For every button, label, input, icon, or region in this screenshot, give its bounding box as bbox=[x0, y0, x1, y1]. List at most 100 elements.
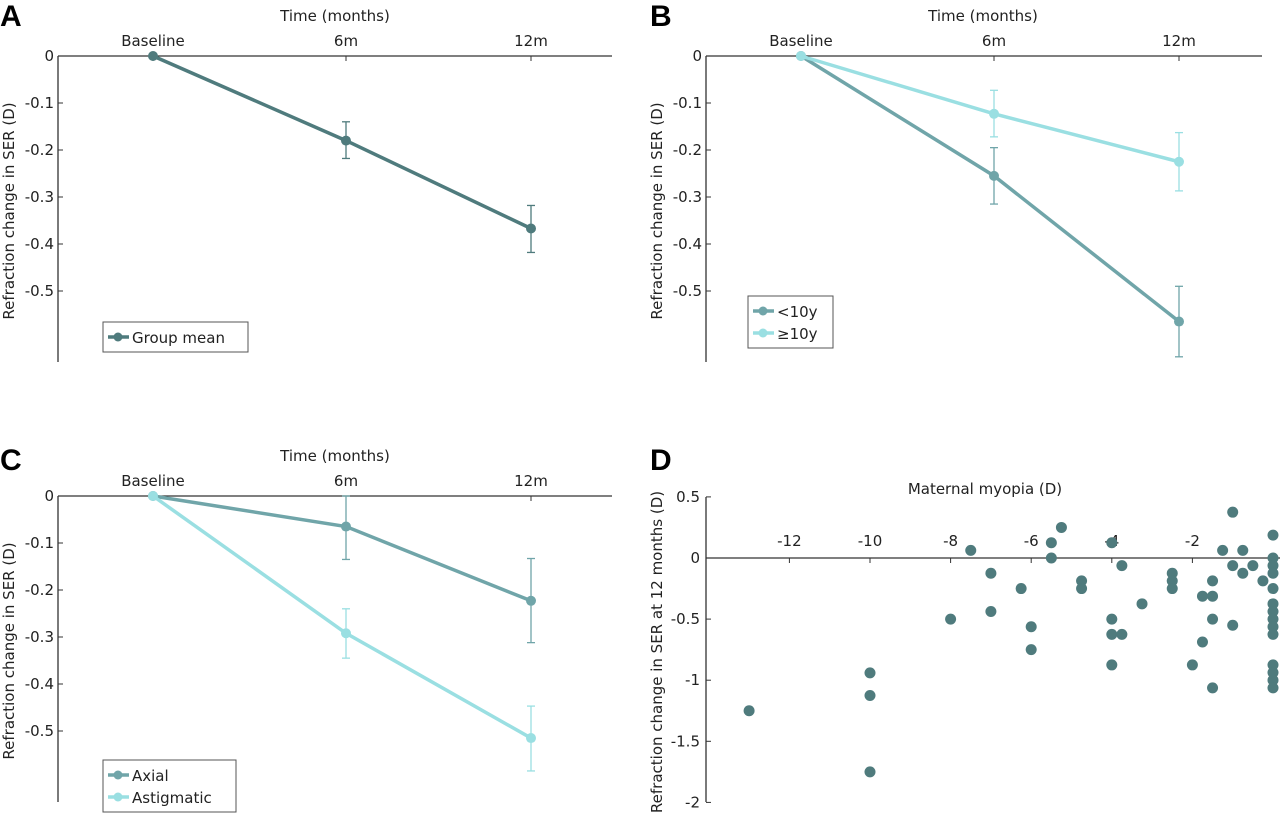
scatter-point bbox=[985, 605, 997, 617]
x-axis-label: Time (months) bbox=[279, 447, 390, 465]
scatter-point bbox=[864, 689, 876, 701]
series-line bbox=[800, 54, 1180, 164]
scatter-point bbox=[1267, 529, 1279, 541]
scatter-point bbox=[1025, 621, 1037, 633]
y-tick-label: -0.2 bbox=[25, 141, 54, 159]
legend: Axial Astigmatic bbox=[102, 759, 237, 813]
scatter-point bbox=[1227, 506, 1239, 518]
legend-label: Astigmatic bbox=[132, 789, 212, 807]
scatter-point bbox=[985, 567, 997, 579]
scatter-point bbox=[1257, 575, 1269, 587]
y-tick-label: 0 bbox=[690, 549, 700, 567]
scatter-point bbox=[1267, 552, 1279, 564]
series-1 bbox=[148, 491, 536, 772]
data-point bbox=[1174, 156, 1184, 167]
data-point bbox=[341, 135, 351, 146]
scatter-point bbox=[1166, 583, 1178, 595]
data-point bbox=[989, 108, 999, 119]
scatter-point bbox=[1106, 537, 1118, 549]
scatter-point bbox=[1186, 659, 1198, 671]
y-tick-label: -0.5 bbox=[25, 282, 54, 300]
y-tick-label: -0.1 bbox=[25, 534, 54, 552]
y-tick-label: -0.2 bbox=[673, 141, 702, 159]
legend-marker bbox=[113, 332, 123, 342]
scatter-point bbox=[1267, 605, 1279, 617]
data-point bbox=[148, 491, 158, 501]
scatter-point bbox=[1076, 575, 1088, 587]
legend-marker bbox=[113, 770, 123, 780]
legend-label: <10y bbox=[777, 303, 818, 321]
y-axis-label: Refraction change in SER (D) bbox=[0, 102, 18, 319]
x-tick-label: Baseline bbox=[121, 32, 185, 50]
data-point bbox=[1174, 316, 1184, 327]
panel-letter: C bbox=[0, 444, 22, 477]
series-1 bbox=[796, 51, 1184, 192]
scatter-point bbox=[1055, 521, 1067, 533]
legend-marker bbox=[758, 328, 768, 338]
y-tick-label: 0 bbox=[692, 47, 702, 65]
scatter-point bbox=[1106, 628, 1118, 640]
y-axis-label: Refraction change in SER (D) bbox=[0, 542, 18, 759]
scatter-point bbox=[1237, 567, 1249, 579]
legend-label: Group mean bbox=[132, 329, 225, 347]
y-tick-label: 0 bbox=[44, 47, 54, 65]
legend-label: ≥10y bbox=[777, 325, 818, 343]
scatter-point bbox=[1076, 583, 1088, 595]
panel-letter: B bbox=[650, 0, 672, 33]
y-tick-label: -0.3 bbox=[25, 628, 54, 646]
series-line bbox=[152, 494, 532, 603]
scatter-point bbox=[1267, 613, 1279, 625]
panel-c: C Time (months) Baseline 6m 12m 0 -0.1 -0.2 -0.3… bbox=[0, 444, 612, 813]
scatter-point bbox=[1166, 567, 1178, 579]
legend-box bbox=[747, 295, 834, 349]
y-tick-label: -0.4 bbox=[25, 235, 54, 253]
scatter-point bbox=[864, 766, 876, 778]
x-tick-label: -10 bbox=[858, 532, 883, 550]
y-tick-label: -0.4 bbox=[25, 675, 54, 693]
scatter-point bbox=[1267, 621, 1279, 633]
y-tick-label: 0 bbox=[44, 487, 54, 505]
scatter-point bbox=[1207, 575, 1219, 587]
panel-letter: A bbox=[0, 0, 22, 33]
series-0 bbox=[148, 491, 536, 644]
data-point bbox=[526, 595, 536, 606]
scatter-point bbox=[1196, 636, 1208, 648]
x-tick-label: Baseline bbox=[121, 472, 185, 490]
y-tick-label: -0.5 bbox=[25, 722, 54, 740]
scatter-point bbox=[1227, 560, 1239, 572]
legend-box bbox=[102, 759, 237, 813]
series-0 bbox=[796, 51, 1184, 358]
data-point bbox=[148, 51, 158, 61]
scatter-point bbox=[1247, 560, 1259, 572]
scatter-point bbox=[1025, 644, 1037, 656]
series-line bbox=[800, 54, 1181, 323]
scatter-point bbox=[1207, 613, 1219, 625]
x-tick-label: 6m bbox=[334, 472, 358, 490]
x-tick-label: -12 bbox=[777, 532, 802, 550]
scatter-point bbox=[945, 613, 957, 625]
x-axis-label: Time (months) bbox=[279, 7, 390, 25]
y-tick-label: -0.4 bbox=[673, 235, 702, 253]
y-tick-label: -0.1 bbox=[673, 94, 702, 112]
scatter-point bbox=[1207, 682, 1219, 694]
x-tick-label: -8 bbox=[943, 532, 958, 550]
panel-b: B Time (months) Baseline 6m 12m 0 -0.1 -0.2 -0.3… bbox=[648, 0, 1262, 362]
scatter-point bbox=[1045, 537, 1057, 549]
x-tick-label: 12m bbox=[1162, 32, 1196, 50]
data-point bbox=[341, 628, 351, 639]
x-axis-label: Time (months) bbox=[927, 7, 1038, 25]
y-tick-label: -0.1 bbox=[25, 94, 54, 112]
y-tick-label: -0.3 bbox=[25, 188, 54, 206]
y-axis-label: Refraction change in SER at 12 months (D… bbox=[648, 491, 666, 813]
legend-box bbox=[102, 321, 249, 353]
scatter-point bbox=[1267, 682, 1279, 694]
scatter-point bbox=[1217, 544, 1229, 556]
scatter-point bbox=[1136, 598, 1148, 610]
panel-letter: D bbox=[650, 444, 672, 477]
y-tick-label: -0.3 bbox=[673, 188, 702, 206]
legend-label: Axial bbox=[132, 767, 169, 785]
panel-a: A Time (months) Baseline 6m 12m 0 -0.1 -0.2 -0.3… bbox=[0, 0, 612, 362]
scatter-point bbox=[1267, 628, 1279, 640]
